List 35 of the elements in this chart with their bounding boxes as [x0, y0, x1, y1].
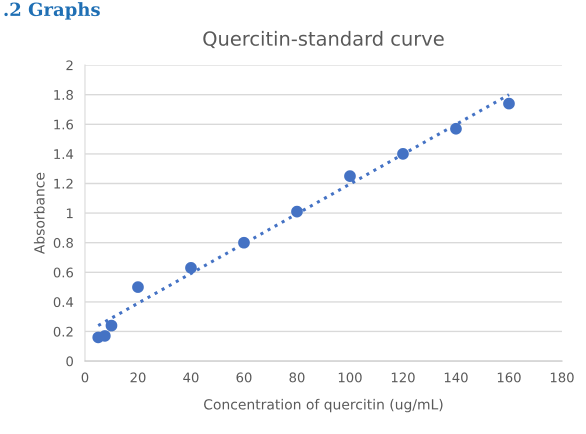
x-tick-label: 100	[338, 372, 362, 382]
x-tick-label: 140	[444, 372, 468, 382]
point	[344, 170, 356, 182]
y-tick-label: 2	[66, 60, 73, 70]
y-axis-title: Absorbance	[34, 172, 45, 254]
x-tick-label: 20	[130, 372, 146, 382]
x-tick-label: 60	[236, 372, 252, 382]
x-tick-label: 80	[289, 372, 304, 382]
y-tick-label: 0.4	[54, 297, 74, 308]
point	[132, 281, 144, 293]
point	[185, 262, 197, 274]
text: .2 Graphs	[4, 2, 100, 20]
y-tick-label: 1.6	[54, 120, 74, 130]
x-tick-label: 160	[498, 372, 521, 382]
x-axis-title: Concentration of quercitin (ug/mL)	[204, 398, 443, 412]
point	[397, 148, 409, 160]
x-tick-label: 0	[82, 372, 88, 382]
y-tick-label: 0.2	[54, 326, 73, 337]
point	[450, 122, 462, 135]
point	[291, 206, 303, 218]
y-tick-label: 0.6	[54, 268, 74, 278]
chart-title: Quercitin-standard curve	[203, 30, 444, 48]
y-tick-label: 1	[66, 208, 73, 218]
y-tick-label: 0.8	[54, 238, 73, 248]
point	[238, 236, 250, 249]
point	[503, 98, 515, 110]
y-tick-label: 0	[66, 356, 73, 366]
point	[106, 320, 118, 332]
x-tick-label: 40	[183, 372, 198, 382]
y-tick-label: 1.8	[54, 90, 73, 100]
point	[99, 330, 111, 342]
x-tick-label: 180	[550, 372, 574, 382]
y-tick-label: 1.2	[54, 178, 73, 189]
y-tick-label: 1.4	[54, 149, 74, 159]
x-tick-label: 120	[392, 372, 415, 382]
